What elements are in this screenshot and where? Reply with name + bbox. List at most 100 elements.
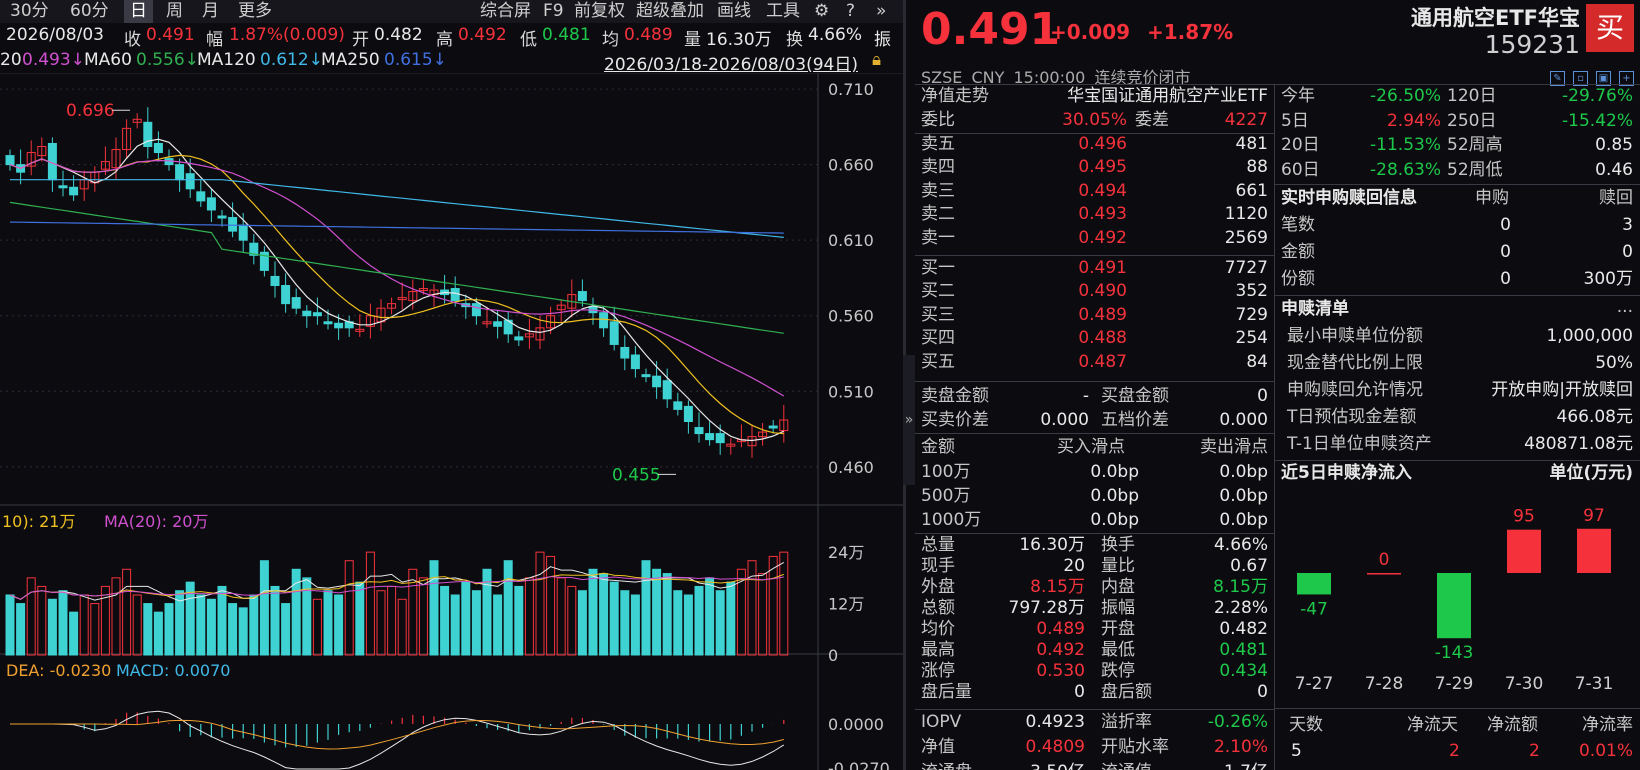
overlay-button[interactable]: 超级叠加 (636, 1, 704, 21)
candle-body (302, 310, 312, 317)
candle-body (514, 336, 524, 341)
high-annotation: 0.696 (66, 101, 115, 121)
help-icon[interactable]: ? (846, 1, 856, 21)
bid-price: 0.490 (1078, 281, 1127, 302)
slip-head-buy: 买入滑点 (1057, 437, 1125, 457)
volume-bar (206, 598, 216, 656)
volume-bar (641, 560, 651, 656)
price-axis-label: 0.510 (828, 382, 874, 401)
adjust-button[interactable]: 前复权 (574, 1, 625, 21)
stat-value-b: 2.28% (1213, 598, 1268, 618)
info-open-label: 开 (352, 30, 369, 50)
nav-trend-link[interactable]: 净值走势 (921, 86, 989, 106)
flow-value-label: 97 (1583, 506, 1605, 526)
window-icon[interactable]: ▫ (1573, 71, 1588, 86)
list-row-label: 最小申赎单位份额 (1287, 326, 1423, 346)
info-close-label: 收 (124, 30, 141, 50)
stat-label: 涨停 (921, 661, 955, 681)
kline-chart[interactable]: 0.710 0.660 0.610 0.560 0.510 0.460 0.696 0.455… (0, 73, 903, 770)
volume-bar (58, 590, 68, 656)
tab-day[interactable]: 日 (124, 0, 153, 23)
volume-bar (90, 603, 100, 656)
draw-button[interactable]: 画线 (717, 1, 751, 21)
volume-bar (705, 577, 715, 656)
stat-label-b: 量比 (1101, 556, 1135, 576)
volume-bar (630, 594, 640, 656)
candle-body (132, 118, 142, 123)
tab-60min[interactable]: 60分 (70, 1, 109, 21)
lock-icon[interactable]: 🔒︎ (872, 50, 882, 70)
volume-bar (132, 594, 142, 656)
volume-bar (291, 568, 301, 656)
volume-bar (567, 585, 577, 656)
stat-label-b: 振幅 (1101, 598, 1135, 618)
tab-more[interactable]: 更多 (238, 1, 272, 21)
candle-body (122, 127, 132, 151)
sub-row-label: 金额 (1281, 242, 1315, 262)
volume-bar (217, 585, 227, 656)
change-value: +0.009 (1050, 20, 1131, 44)
sub-row-sub: 0 (1500, 269, 1511, 289)
amount-label: 卖盘金额 (921, 386, 989, 406)
iopv-label: 流通盘 (921, 761, 972, 770)
candle-body (577, 291, 587, 302)
layout-icon[interactable]: ▣ (1596, 71, 1611, 86)
gear-icon[interactable]: ⚙ (814, 1, 830, 21)
ask-label: 卖三 (921, 180, 955, 201)
candle-body (291, 297, 301, 309)
candle-body (69, 186, 79, 196)
flow-bar (1577, 528, 1611, 573)
stat-value: 20 (1063, 556, 1085, 576)
summary-days-label: 天数 (1289, 715, 1323, 735)
tools-button[interactable]: 工具 (766, 1, 800, 21)
amount-value: - (1082, 386, 1089, 406)
candle-body (196, 191, 206, 202)
info-amp-label: 幅 (206, 30, 223, 50)
volume-bar (408, 568, 418, 656)
creation-list-more[interactable]: ... (1616, 297, 1633, 317)
candle-body (58, 185, 68, 189)
volume-bar (37, 585, 47, 656)
slip-sell: 0.0bp (1219, 462, 1268, 482)
collapse-chevron-icon[interactable]: » (876, 1, 887, 21)
dif-line (10, 710, 785, 770)
tab-month[interactable]: 月 (202, 1, 219, 21)
ask-price: 0.495 (1078, 157, 1127, 178)
tab-week[interactable]: 周 (166, 1, 183, 21)
f9-button[interactable]: F9 (543, 1, 564, 21)
sub-row-red: 300万 (1583, 269, 1633, 289)
stat-value-b: 0.67 (1230, 556, 1268, 576)
perf-label: 5日 (1281, 110, 1309, 131)
diff-label: 委差 (1135, 110, 1169, 130)
collapse-arrow-icon[interactable]: » (903, 355, 915, 485)
volume-bar (397, 598, 407, 656)
quote-time: 15:00:00 (1013, 68, 1086, 87)
info-vol: 16.30万 (706, 30, 772, 50)
volume-bar (577, 590, 587, 656)
volume-bar (312, 598, 322, 656)
ask-price: 0.493 (1078, 204, 1127, 225)
stat-value: 797.28万 (1008, 598, 1085, 618)
tab-30min[interactable]: 30分 (10, 1, 49, 21)
ma60-value: 0.556↓ (136, 50, 199, 70)
composite-button[interactable]: 综合屏 (480, 1, 531, 21)
volume-bar (143, 603, 153, 656)
flow-date-label: 7-29 (1435, 674, 1474, 694)
flow-date-label: 7-30 (1505, 674, 1544, 694)
amount-label-b: 五档价差 (1101, 410, 1169, 430)
volume-bar (440, 585, 450, 656)
list-row-value: 50% (1595, 353, 1633, 373)
date-range[interactable]: 2026/03/18-2026/08/03(94日) (604, 55, 858, 75)
add-icon[interactable]: + (1619, 71, 1634, 86)
subscription-col: 申购 (1475, 188, 1509, 208)
volume-bar (747, 560, 757, 656)
list-row-value: 466.08元 (1556, 407, 1633, 427)
volume-bar (471, 590, 481, 656)
list-row-value: 1,000,000 (1546, 326, 1633, 346)
buy-button[interactable]: 买 (1586, 4, 1634, 52)
candle-body (143, 121, 153, 148)
stat-label: 外盘 (921, 577, 955, 597)
edit-icon[interactable]: ✎ (1550, 71, 1565, 86)
candle-body (493, 321, 503, 327)
price-axis-label: 0.660 (828, 156, 874, 175)
